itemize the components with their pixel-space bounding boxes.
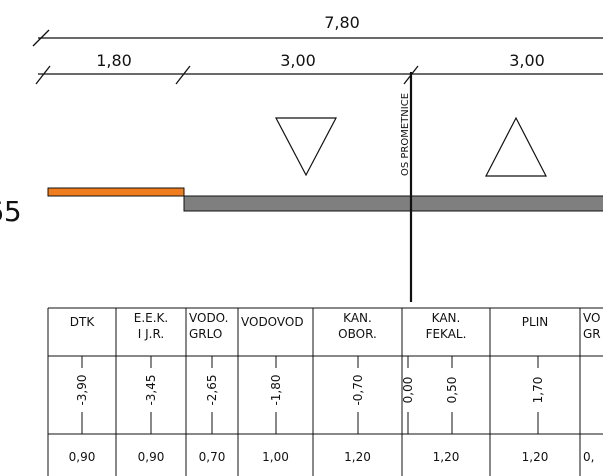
table-grid	[47, 307, 603, 476]
segment-dimension-label-1: 1,80	[96, 51, 132, 70]
table-header-cell: FEKAL.	[426, 327, 467, 341]
utility-table: DTK -3,90 0,90 E.E.K. I J.R. -3,45 0,90 VODO. GR…	[47, 307, 603, 476]
table-cells: DTK -3,90 0,90 E.E.K. I J.R. -3,45 0,90 VODO. GR…	[69, 311, 601, 464]
table-header-cell: KAN.	[343, 311, 372, 325]
axis-label: OS PROMETNICE	[400, 93, 411, 176]
table-header-cell: KAN.	[432, 311, 461, 325]
table-depth-cell: 0,00	[401, 377, 415, 404]
table-depth-cell: -0,70	[351, 374, 365, 405]
table-depth-cell: -3,90	[75, 374, 89, 405]
table-header-cell: VODO.	[189, 311, 228, 325]
sidewalk-bar	[47, 187, 185, 197]
table-width-cell: 1,20	[522, 450, 549, 464]
road-bar	[183, 195, 603, 212]
table-depth-cell: -1,80	[269, 374, 283, 405]
table-width-cell: 0,70	[199, 450, 226, 464]
table-header-cell: I J.R.	[138, 327, 164, 341]
total-dimension-label: 7,80	[324, 13, 360, 32]
table-depth-cell: -2,65	[205, 374, 219, 405]
table-header-cell: GR	[583, 327, 601, 341]
table-header-cell: PLIN	[522, 315, 548, 329]
table-depth-cell: 0,50	[445, 377, 459, 404]
table-width-cell: 1,00	[262, 450, 289, 464]
table-header-cell: GRLO	[189, 327, 222, 341]
table-width-cell: 1,20	[433, 450, 460, 464]
total-dimension-tick-left	[32, 29, 50, 47]
table-header-cell: VO	[583, 311, 600, 325]
side-elevation-label: 65	[0, 195, 22, 228]
segment-dimension-label-3: 3,00	[509, 51, 545, 70]
table-width-cell: 0,90	[69, 450, 96, 464]
table-depth-cell: -3,45	[144, 374, 158, 405]
table-header-cell: OBOR.	[338, 327, 377, 341]
table-width-cell: 0,90	[138, 450, 165, 464]
segment-dimension-label-2: 3,00	[280, 51, 316, 70]
segment-tick-left	[35, 65, 51, 85]
table-header-cell: E.E.K.	[134, 311, 168, 325]
table-width-cell: 1,20	[344, 450, 371, 464]
direction-down-triangle-icon	[275, 117, 337, 177]
table-header-cell: VODOVOD	[241, 315, 304, 329]
table-depth-cell: 1,70	[531, 377, 545, 404]
direction-up-triangle-icon	[485, 116, 547, 177]
table-width-cell: 0,	[583, 450, 594, 464]
table-header-cell: DTK	[70, 315, 96, 329]
segment-tick-1	[175, 65, 191, 85]
